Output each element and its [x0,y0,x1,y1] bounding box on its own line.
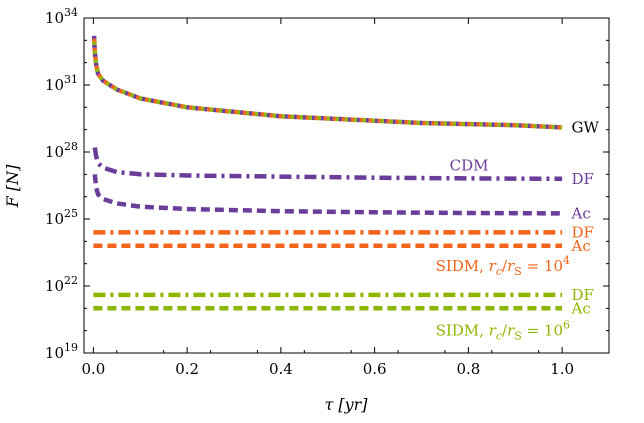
y-tick-label: 1025 [45,207,78,228]
annotation-label: Ac [571,299,591,317]
y-tick-label: 1019 [45,341,78,362]
series-cdm-ac-line [92,174,563,216]
x-tick-label: 0.2 [175,360,199,378]
annotation-label: Ac [571,237,591,255]
series-gw-dots-0 [91,35,563,130]
series-gw-dots-1 [91,35,563,130]
y-tick-label: 1028 [45,140,78,161]
annotation-label: DF [572,223,594,241]
y-axis-title: F [N] [3,164,22,208]
annotation-label: Ac [571,204,591,222]
series-cdm-df-line [92,147,563,182]
annotation-label: DF [572,170,594,188]
annotation-label: CDM [450,156,489,174]
x-tick-label: 0.8 [456,360,480,378]
x-axis-title: τ [yr] [324,395,368,414]
x-tick-label: 0.0 [81,360,105,378]
series-gw-dots-2 [91,35,563,130]
annotation-label: GW [572,118,600,136]
x-tick-label: 0.6 [363,360,387,378]
y-tick-label: 1031 [45,73,78,94]
x-tick-label: 1.0 [550,360,574,378]
series-gw-line [91,35,563,130]
annotation-label: SIDM, rc/rS = 104 [436,254,570,278]
x-tick-label: 0.4 [269,360,293,378]
tick-labels: 0.0 0.2 0.4 0.6 0.8 1.0 1019 1022 1025 1028 1031 10… [45,6,574,378]
axis-ticks [84,17,609,354]
y-tick-label: 1022 [45,274,78,295]
annotation-label: DF [572,286,594,304]
y-tick-label: 1034 [45,6,78,27]
annotation-label: SIDM, rc/rS = 106 [436,319,570,343]
plot-frame [83,17,610,354]
plot-marks [91,35,563,311]
